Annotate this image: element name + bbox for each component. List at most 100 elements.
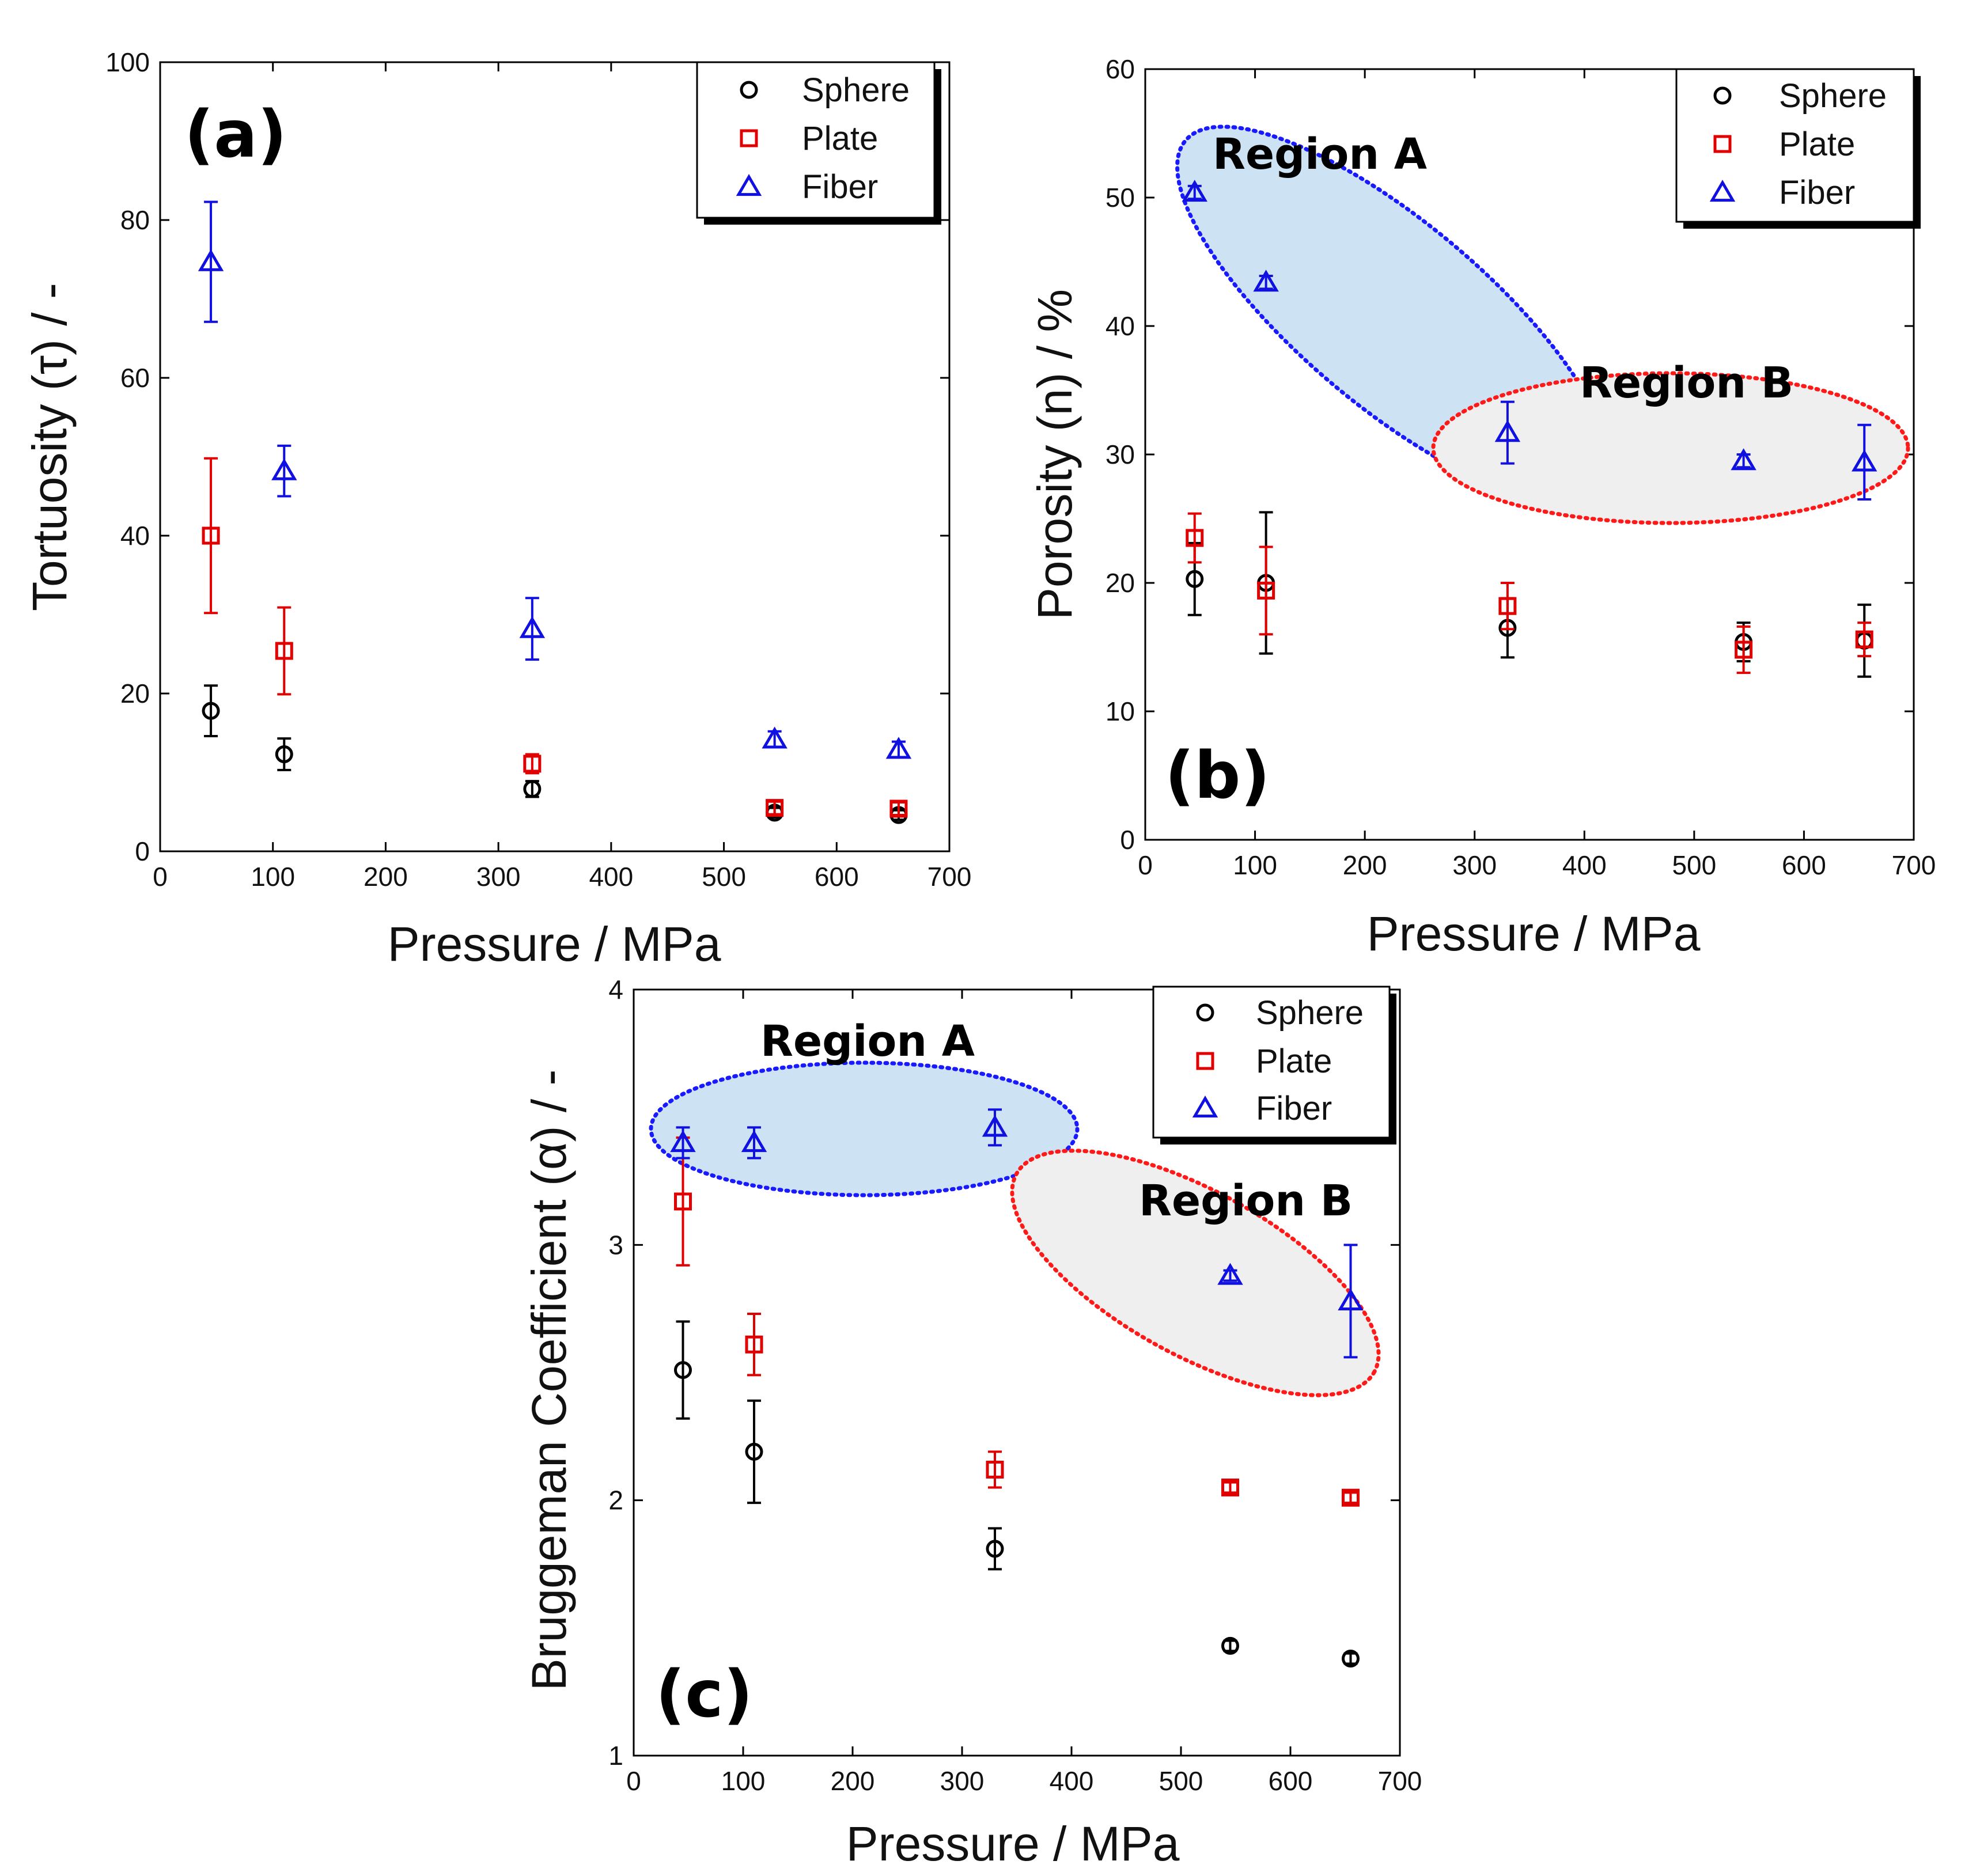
y-tick-label: 20	[120, 679, 150, 708]
data-point-fiber	[1852, 449, 1877, 472]
data-point-plate	[1186, 529, 1204, 547]
legend-marker-plate	[740, 129, 758, 147]
series-plate	[202, 457, 908, 818]
panel-label-b: (b)	[1165, 738, 1270, 813]
x-tick-label: 400	[589, 862, 633, 892]
data-point-plate	[766, 799, 784, 817]
legend-label-fiber: Fiber	[1256, 1090, 1332, 1127]
data-point-fiber	[1731, 448, 1756, 471]
data-point-plate	[986, 1460, 1004, 1479]
legend-marker-fiber	[1192, 1096, 1218, 1118]
region-a-label: Region A	[1213, 130, 1427, 179]
data-point-fiber	[1494, 420, 1521, 442]
legend-symbol	[1713, 86, 1732, 105]
data-point-plate	[1342, 1488, 1360, 1507]
x-tick-label: 500	[702, 862, 746, 892]
plot-axes: 0 100 200 300 400 500 600 700 0 20 40 60 80 100	[105, 47, 971, 892]
plot-frame	[633, 988, 1401, 1757]
region-a-ellipse-c: Region A	[649, 1017, 1080, 1197]
data-point-plate	[1855, 630, 1873, 649]
legend-label-plate: Plate	[1256, 1043, 1332, 1080]
y-tick-label: 3	[608, 1230, 623, 1260]
data-point-fiber	[1217, 1263, 1243, 1285]
x-axis-label-a: Pressure / MPa	[388, 917, 721, 971]
region-b-ellipse-b: Region B	[1431, 358, 1910, 525]
legend-marker-sphere	[1196, 1003, 1214, 1022]
x-tick-label: 600	[1269, 1766, 1313, 1796]
data-point-fiber	[885, 737, 912, 759]
legend-box	[696, 61, 936, 219]
plot-axes: 0 100 200 300 400 500 600 700 0 10 20 30 40 50 60	[1106, 54, 1936, 880]
panel-a-tortuosity: 0 100 200 300 400 500 600 700 0 20 40 60 80 100 (a) P…	[22, 47, 971, 971]
x-tick-label: 100	[721, 1766, 766, 1796]
region-b-label: Region B	[1580, 358, 1793, 408]
y-tick-label: 40	[1106, 311, 1135, 341]
data-point-plate	[523, 755, 542, 773]
legend-c: Sphere Plate Fiber	[1152, 986, 1396, 1144]
data-point-sphere	[986, 1540, 1004, 1558]
plot-axes: 0 100 200 300 400 500 600 700 1 2 3 4	[608, 975, 1422, 1796]
x-tick-label: 200	[831, 1766, 875, 1796]
region-b-shape	[1010, 1149, 1381, 1397]
x-axis-label-b: Pressure / MPa	[1367, 907, 1701, 961]
data-series	[1182, 180, 1877, 678]
data-point-sphere	[745, 1442, 763, 1461]
data-series	[198, 200, 912, 824]
data-point-plate	[202, 526, 220, 545]
x-tick-label: 700	[1378, 1766, 1422, 1796]
x-tick-label: 600	[815, 862, 859, 892]
x-tick-label: 0	[626, 1766, 641, 1796]
data-point-plate	[275, 642, 293, 660]
data-point-plate	[1257, 581, 1275, 600]
region-b-label: Region B	[1139, 1176, 1353, 1226]
x-tick-label: 100	[1233, 850, 1277, 880]
legend-label-plate: Plate	[1779, 126, 1855, 163]
legend-symbol	[1713, 135, 1732, 153]
region-a-label: Region A	[760, 1017, 975, 1066]
y-tick-label: 1	[608, 1741, 623, 1771]
legend-label-sphere: Sphere	[1779, 77, 1887, 115]
panel-label-a: (a)	[184, 97, 287, 172]
x-tick-label: 300	[476, 862, 521, 892]
legend-box	[1152, 986, 1391, 1139]
data-point-sphere	[1186, 570, 1204, 588]
y-tick-label: 100	[105, 47, 150, 77]
data-series	[670, 1108, 1364, 1668]
x-tick-label: 0	[1138, 850, 1153, 880]
x-tick-label: 100	[251, 862, 295, 892]
y-axis-label-b: Porosity (n) / %	[1028, 289, 1082, 620]
y-tick-label: 10	[1106, 696, 1135, 726]
x-tick-label: 0	[153, 862, 168, 892]
data-point-fiber	[670, 1130, 696, 1153]
x-tick-label: 500	[1159, 1766, 1203, 1796]
data-point-fiber	[519, 616, 546, 638]
y-axis-label-c: Bruggeman Coefficient (α) / -	[522, 1070, 576, 1691]
data-point-sphere	[1221, 1636, 1239, 1655]
legend-symbol	[1196, 1003, 1214, 1022]
data-point-plate	[1221, 1479, 1239, 1496]
legend-label-sphere: Sphere	[802, 71, 910, 109]
x-tick-label: 700	[1892, 850, 1936, 880]
series-fiber	[670, 1108, 1364, 1359]
y-tick-label: 60	[1106, 54, 1135, 84]
y-tick-label: 2	[608, 1485, 623, 1515]
x-tick-label: 300	[940, 1766, 985, 1796]
data-point-fiber	[762, 726, 788, 749]
data-point-plate	[674, 1192, 692, 1211]
legend-label-sphere: Sphere	[1256, 994, 1364, 1032]
data-point-sphere	[202, 702, 220, 720]
legend-label-plate: Plate	[802, 120, 878, 157]
y-tick-label: 0	[135, 836, 150, 866]
data-point-fiber	[271, 458, 297, 480]
y-tick-label: 30	[1106, 439, 1135, 469]
series-plate	[1186, 512, 1873, 674]
data-point-sphere	[275, 745, 293, 763]
plot-frame	[159, 61, 951, 852]
x-tick-label: 400	[1562, 850, 1607, 880]
data-point-plate	[1498, 597, 1517, 615]
series-sphere	[674, 1320, 1360, 1668]
region-a-shape	[649, 1060, 1080, 1197]
data-point-plate	[889, 799, 908, 818]
series-fiber	[1182, 180, 1877, 501]
